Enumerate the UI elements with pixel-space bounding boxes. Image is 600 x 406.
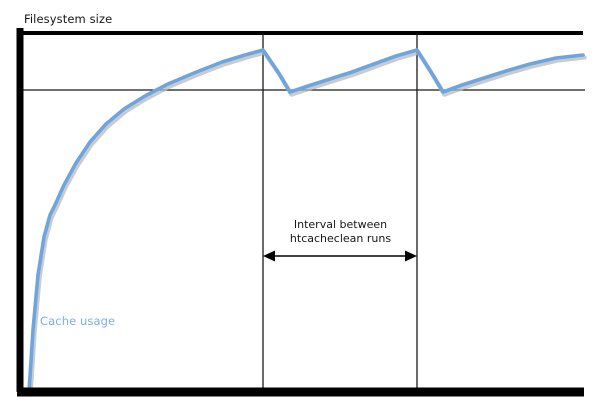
interval-arrow-head-right [405, 250, 417, 262]
interval-double-arrow [263, 250, 417, 262]
cache-usage-curve [27, 48, 585, 394]
cache-usage-label: Cache usage [40, 314, 116, 328]
interval-annotation-line-1: Interval between [293, 218, 388, 231]
interval-annotation-line-2: htcacheclean runs [289, 231, 392, 245]
interval-annotation-label: Interval between htcacheclean runs [263, 218, 418, 246]
interval-arrow-head-left [263, 250, 275, 262]
filesystem-size-label: Filesystem size [24, 12, 113, 26]
